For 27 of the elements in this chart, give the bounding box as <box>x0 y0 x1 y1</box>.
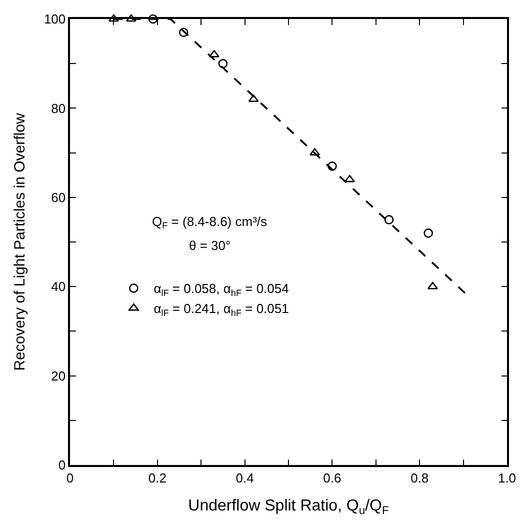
point <box>126 14 136 22</box>
point <box>328 162 337 171</box>
y-tick-label: 80 <box>51 100 66 116</box>
annotation: θ = 30° <box>189 238 231 253</box>
legend-label: α$_{lF}$ = 0.058, α$_{hF}$ = 0.054 <box>154 281 289 298</box>
annotation: Q$_{F}$ = (8.4-8.6) cm³/s <box>152 214 268 231</box>
x-axis-title: Underflow Split Ratio, Q$_{u}$/Q$_{F}$ <box>188 498 390 517</box>
y-tick-label: 60 <box>51 190 66 205</box>
y-tick-label: 20 <box>51 368 66 384</box>
x-tick-label: 0.8 <box>410 470 429 486</box>
point <box>344 174 355 182</box>
point <box>178 28 188 38</box>
y-tick-label: 0 <box>58 458 66 473</box>
point <box>427 282 438 290</box>
x-tick-label: 0.4 <box>236 470 254 486</box>
point <box>218 58 228 68</box>
x-tick-label: 1.0 <box>498 470 516 486</box>
y-tick-label: 40 <box>51 279 66 294</box>
point <box>108 14 119 22</box>
x-tick-label: 0.6 <box>323 470 342 486</box>
point <box>384 215 394 224</box>
legend-label: α$_{lF}$ = 0.241, α$_{hF}$ = 0.051 <box>154 301 289 318</box>
y-axis-title: Recovery of Light Particles in Overflow <box>12 113 29 371</box>
x-tick-label: 0.2 <box>148 470 166 486</box>
y-tick-label: 100 <box>44 12 66 27</box>
point <box>424 228 433 238</box>
point <box>148 14 158 24</box>
